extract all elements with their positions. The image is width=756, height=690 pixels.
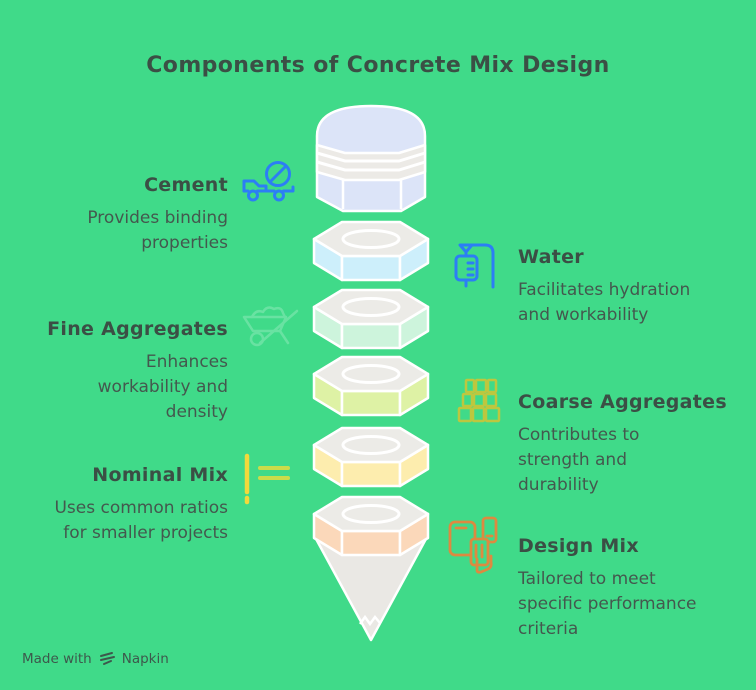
item-water: Water Facilitates hydration and workabil… xyxy=(454,243,718,328)
stack-nut-1 xyxy=(312,220,430,282)
item-description-fine-aggregates: Enhances workability and density xyxy=(97,352,228,422)
brick-wall-icon xyxy=(451,376,509,430)
item-label-cement: Cement xyxy=(144,174,228,196)
stack-cap xyxy=(315,104,427,213)
item-fine-aggregates: Fine Aggregates Enhances workability and… xyxy=(47,306,299,425)
item-cement: Cement Provides binding properties xyxy=(58,161,295,256)
item-description-water: Facilitates hydration and workability xyxy=(518,280,691,325)
napkin-credit[interactable]: Made with Napkin xyxy=(22,651,169,667)
item-label-coarse-aggregates: Coarse Aggregates xyxy=(518,391,727,413)
item-label-fine-aggregates: Fine Aggregates xyxy=(47,318,228,340)
devices-hand-icon xyxy=(446,515,508,575)
water-supply-icon xyxy=(452,233,502,293)
item-nominal-mix: Nominal Mix Uses common ratios for small… xyxy=(38,453,290,546)
stack-nut-4 xyxy=(312,426,430,488)
item-label-nominal-mix: Nominal Mix xyxy=(92,464,228,486)
item-description-design-mix: Tailored to meet specific performance cr… xyxy=(518,569,697,639)
stack-nut-2 xyxy=(312,288,430,350)
item-design-mix: Design Mix Tailored to meet specific per… xyxy=(448,516,723,642)
ratio-lines-icon xyxy=(240,453,292,505)
brand-text: Napkin xyxy=(121,651,169,667)
item-description-coarse-aggregates: Contributes to strength and durability xyxy=(518,425,640,495)
concrete-pencil-stack xyxy=(312,104,430,642)
item-description-cement: Provides binding properties xyxy=(87,208,228,253)
stack-nut-5 xyxy=(312,495,430,557)
item-label-design-mix: Design Mix xyxy=(518,535,639,557)
item-label-water: Water xyxy=(518,246,584,268)
cement-mixer-truck-icon xyxy=(240,160,298,212)
item-description-nominal-mix: Uses common ratios for smaller projects xyxy=(54,498,228,543)
napkin-logo-icon xyxy=(98,651,116,667)
page-title: Components of Concrete Mix Design xyxy=(146,53,610,78)
made-with-text: Made with xyxy=(22,651,92,667)
wheelbarrow-icon xyxy=(240,301,302,355)
stack-nut-3 xyxy=(312,355,430,417)
item-coarse-aggregates: Coarse Aggregates Contributes to strengt… xyxy=(457,378,727,498)
